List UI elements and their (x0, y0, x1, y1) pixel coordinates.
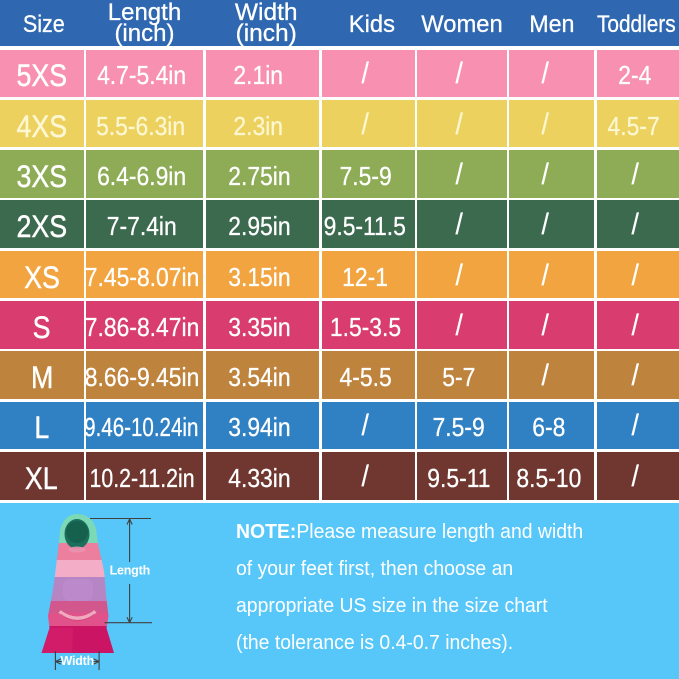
svg-text:Length: Length (110, 564, 150, 578)
svg-text:Width: Width (60, 654, 94, 668)
